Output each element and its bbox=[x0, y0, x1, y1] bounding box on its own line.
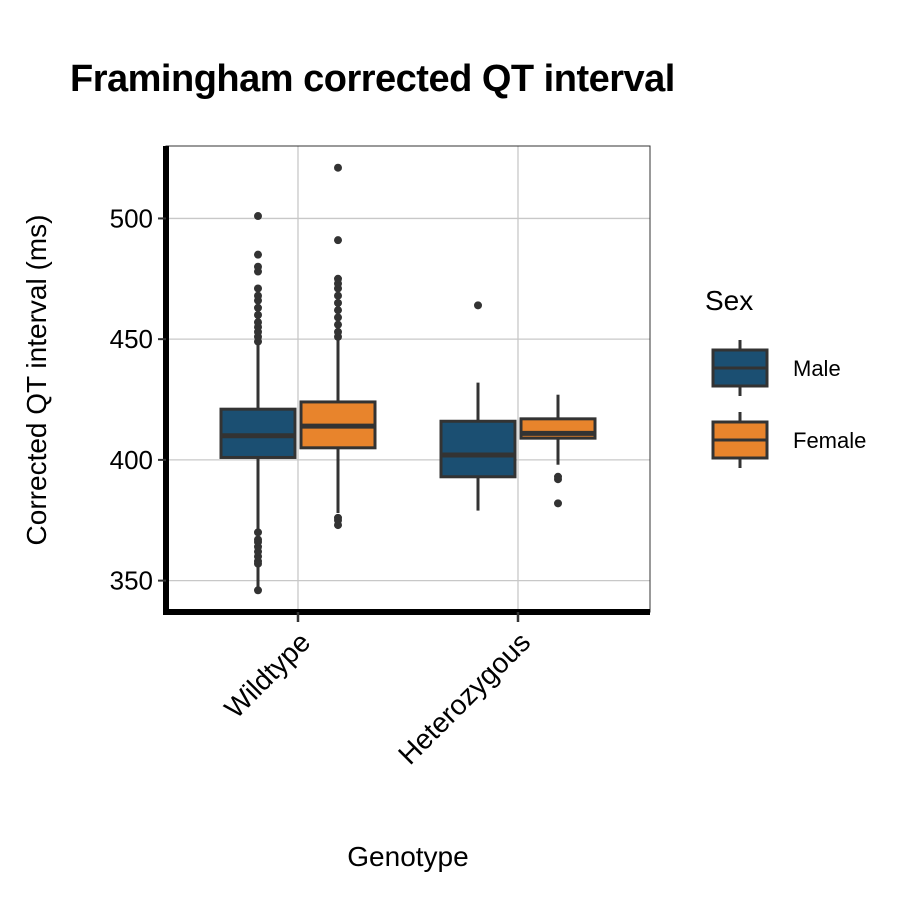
outlier-point bbox=[554, 472, 562, 481]
legend-title: Sex bbox=[705, 285, 753, 316]
legend-label-male: Male bbox=[793, 356, 841, 381]
outlier-point bbox=[254, 318, 262, 327]
outlier-point bbox=[334, 327, 342, 336]
x-tick-label: Wildtype bbox=[218, 626, 316, 724]
outlier-point bbox=[334, 291, 342, 300]
outlier-point bbox=[254, 586, 262, 595]
outlier-point bbox=[334, 236, 342, 245]
y-tick-label: 350 bbox=[110, 566, 153, 596]
outlier-point bbox=[254, 250, 262, 259]
outlier-point bbox=[474, 301, 482, 310]
box-female-heterozygous bbox=[519, 394, 597, 508]
legend-key-male bbox=[711, 340, 769, 396]
x-ticks: Wildtype Heterozygous bbox=[218, 612, 536, 770]
outlier-point bbox=[254, 262, 262, 271]
outlier-point bbox=[254, 535, 262, 544]
outlier-point bbox=[554, 499, 562, 508]
outlier-point bbox=[334, 298, 342, 307]
box-body bbox=[439, 419, 517, 479]
axes bbox=[163, 146, 650, 615]
boxes bbox=[219, 163, 597, 595]
outlier-point bbox=[254, 212, 262, 221]
gridlines bbox=[166, 146, 650, 612]
outlier-point bbox=[254, 284, 262, 293]
outlier-point bbox=[334, 306, 342, 315]
outlier-point bbox=[334, 274, 342, 283]
outlier-point bbox=[334, 513, 342, 522]
plot-panel-border bbox=[165, 145, 651, 613]
outlier-point bbox=[334, 320, 342, 329]
chart-title: Framingham corrected QT interval bbox=[70, 58, 675, 100]
outlier-point bbox=[254, 528, 262, 537]
outlier-point bbox=[254, 291, 262, 300]
outlier-point bbox=[254, 311, 262, 320]
box-male-heterozygous bbox=[439, 301, 517, 511]
y-tick-label: 400 bbox=[110, 445, 153, 475]
legend-key-female bbox=[711, 412, 769, 468]
y-tick-label: 500 bbox=[110, 203, 153, 233]
outlier-point bbox=[334, 163, 342, 172]
legend-label-female: Female bbox=[793, 428, 866, 453]
legend: Sex Male Female bbox=[705, 285, 866, 468]
box-male-wildtype bbox=[219, 212, 297, 595]
y-ticks: 350 400 450 500 bbox=[110, 203, 166, 596]
box-female-wildtype bbox=[299, 163, 377, 530]
outlier-point bbox=[254, 303, 262, 312]
y-tick-label: 450 bbox=[110, 324, 153, 354]
x-axis-title: Genotype bbox=[347, 841, 468, 872]
outlier-point bbox=[334, 313, 342, 322]
y-axis-title: Corrected QT interval (ms) bbox=[21, 215, 52, 546]
x-tick-label: Heterozygous bbox=[392, 626, 536, 770]
